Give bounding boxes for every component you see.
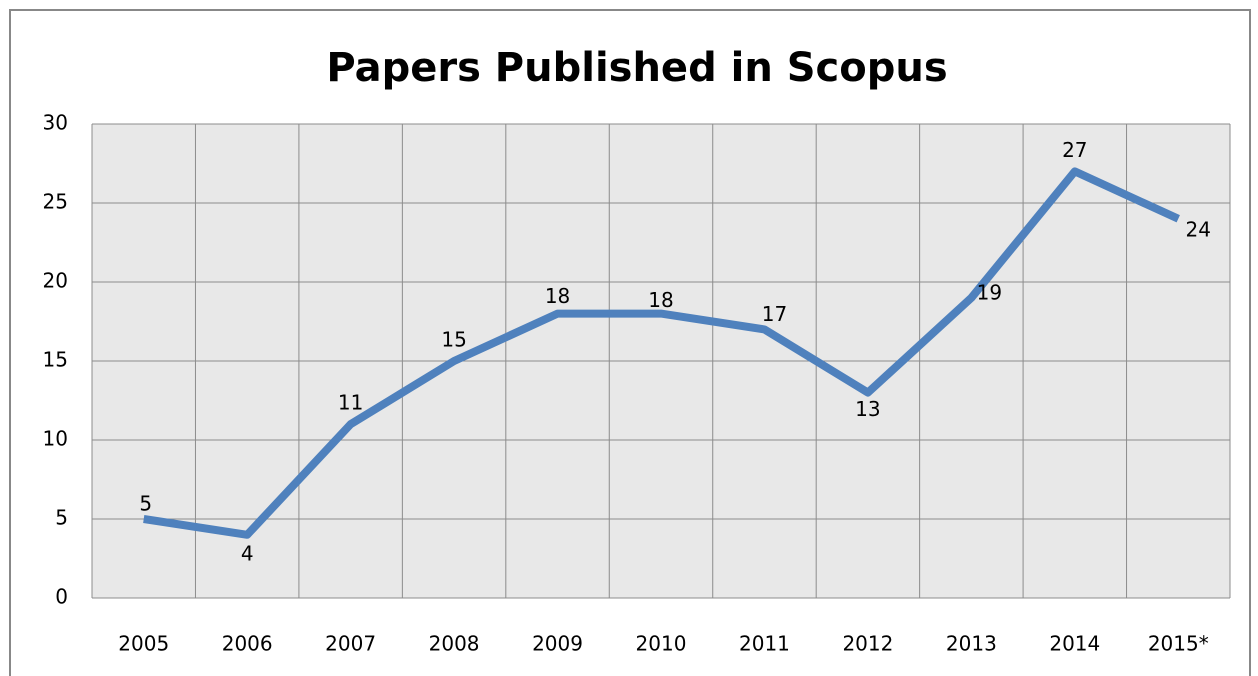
data-label: 19 [977, 280, 1002, 304]
x-tick-label: 2009 [532, 632, 583, 656]
x-tick-label: 2007 [325, 632, 376, 656]
data-label: 27 [1062, 138, 1087, 162]
data-label: 18 [648, 288, 673, 312]
data-label: 17 [762, 302, 787, 326]
data-label: 4 [241, 541, 254, 565]
x-tick-label: 2014 [1049, 632, 1100, 656]
data-label: 5 [139, 492, 152, 516]
x-tick-label: 2013 [946, 632, 997, 656]
x-tick-label: 2006 [222, 632, 273, 656]
y-tick-label: 30 [43, 111, 68, 135]
data-label: 24 [1186, 217, 1211, 241]
x-tick-label: 2015* [1148, 632, 1209, 656]
x-tick-label: 2012 [842, 632, 893, 656]
chart-title: Papers Published in Scopus [326, 45, 947, 91]
y-tick-label: 5 [55, 506, 68, 530]
y-tick-label: 10 [43, 427, 68, 451]
y-tick-label: 0 [55, 585, 68, 609]
data-label: 11 [338, 391, 363, 415]
x-tick-label: 2008 [429, 632, 480, 656]
data-line [143, 167, 1180, 539]
x-tick-label: 2011 [739, 632, 790, 656]
data-label: 18 [545, 284, 570, 308]
y-tick-label: 15 [43, 348, 68, 372]
data-label: 13 [855, 397, 880, 421]
x-tick-label: 2005 [118, 632, 169, 656]
x-tick-label: 2010 [636, 632, 687, 656]
y-tick-label: 20 [43, 269, 68, 293]
data-label: 15 [441, 328, 466, 352]
y-tick-label: 25 [43, 190, 68, 214]
